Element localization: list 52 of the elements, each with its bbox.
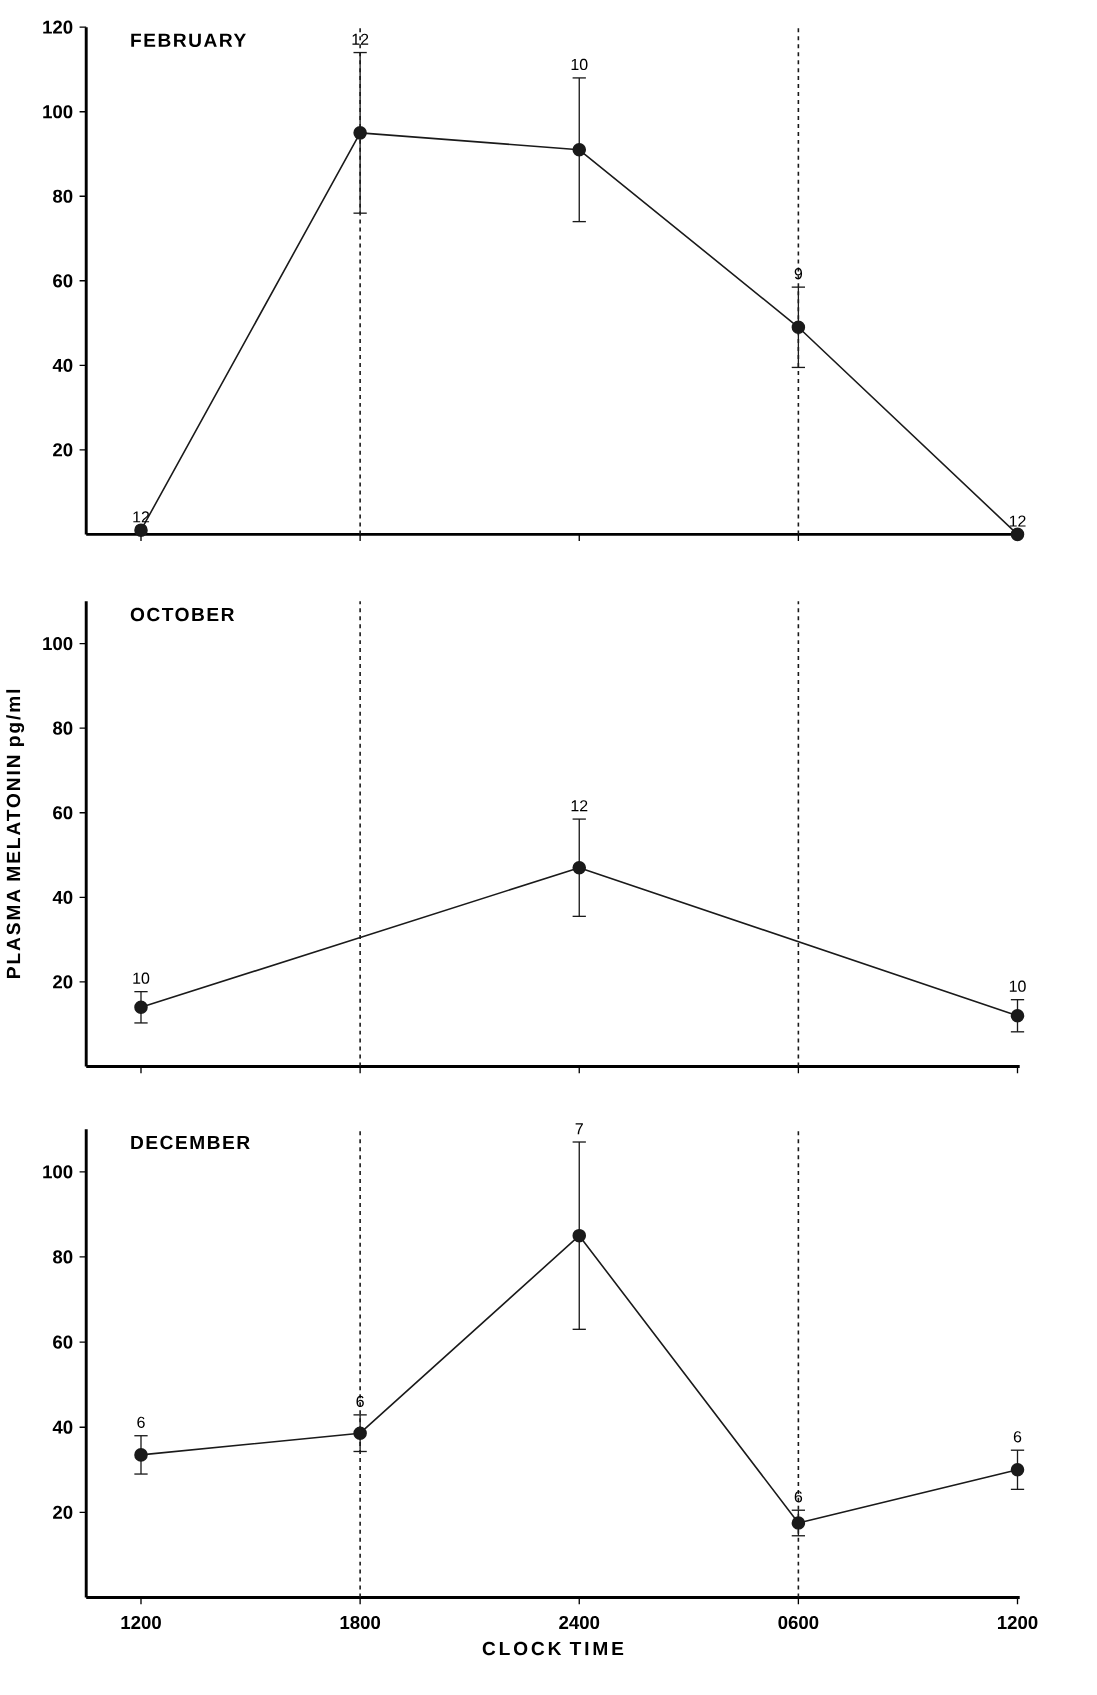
annotation: 12 (352, 33, 369, 45)
x-tick-label: 1200 (121, 1615, 161, 1630)
y-tick-label: 60 (53, 1335, 73, 1349)
point (353, 126, 367, 140)
point (134, 1000, 148, 1015)
point (572, 142, 586, 157)
annotation: 12 (571, 800, 588, 812)
annotation: 6 (356, 1395, 364, 1408)
annotation: 12 (1009, 515, 1026, 527)
x-tick-label: 1800 (340, 1615, 380, 1630)
annotation: 6 (137, 1416, 145, 1428)
y-tick-label: 120 (43, 20, 73, 34)
annotation: 7 (575, 1123, 583, 1135)
point (1010, 527, 1025, 542)
point (572, 860, 586, 875)
y-tick-label: 40 (52, 890, 73, 904)
point (791, 1516, 806, 1530)
y-tick-label: 80 (52, 189, 73, 203)
y-tick-label: 100 (43, 636, 73, 651)
annotation: 10 (1009, 980, 1026, 992)
y-tick-label: 100 (43, 105, 73, 119)
point (1010, 1463, 1025, 1477)
y-tick-label: 20 (53, 975, 73, 989)
y-tick-label: 20 (53, 443, 73, 457)
chart-title: OCTOBER (130, 607, 235, 622)
x-tick-label: 1200 (997, 1615, 1038, 1630)
y-tick-label: 80 (52, 1250, 73, 1264)
y-tick-label: 40 (52, 358, 73, 372)
annotation: 6 (1013, 1431, 1022, 1443)
annotation: 10 (133, 972, 150, 984)
y-tick-label: 20 (53, 1505, 73, 1519)
y-tick-label: 80 (52, 721, 73, 735)
point (572, 1228, 586, 1243)
annotation: 12 (133, 511, 149, 523)
point (134, 1448, 148, 1462)
x-tick-label: 0600 (778, 1615, 819, 1630)
point (134, 523, 148, 537)
y-tick-label: 60 (53, 806, 73, 820)
point (1010, 1008, 1025, 1023)
annotation: 6 (794, 1491, 803, 1503)
point (791, 320, 806, 335)
y-tick-label: 100 (43, 1165, 73, 1179)
x-tick-label: 2400 (559, 1615, 600, 1630)
chart-title: FEBRUARY (131, 33, 246, 48)
y-tick-label: 40 (52, 1420, 73, 1434)
x-axis-title: CLOCK TIME (482, 1641, 624, 1656)
annotation: 10 (571, 58, 588, 71)
annotation: 9 (794, 268, 802, 280)
point (353, 1426, 367, 1440)
y-tick-label: 60 (53, 274, 73, 288)
y-axis-title: PLASMA MELATONIN pg/ml (6, 689, 25, 978)
chart-title: DECEMBER (131, 1135, 250, 1150)
